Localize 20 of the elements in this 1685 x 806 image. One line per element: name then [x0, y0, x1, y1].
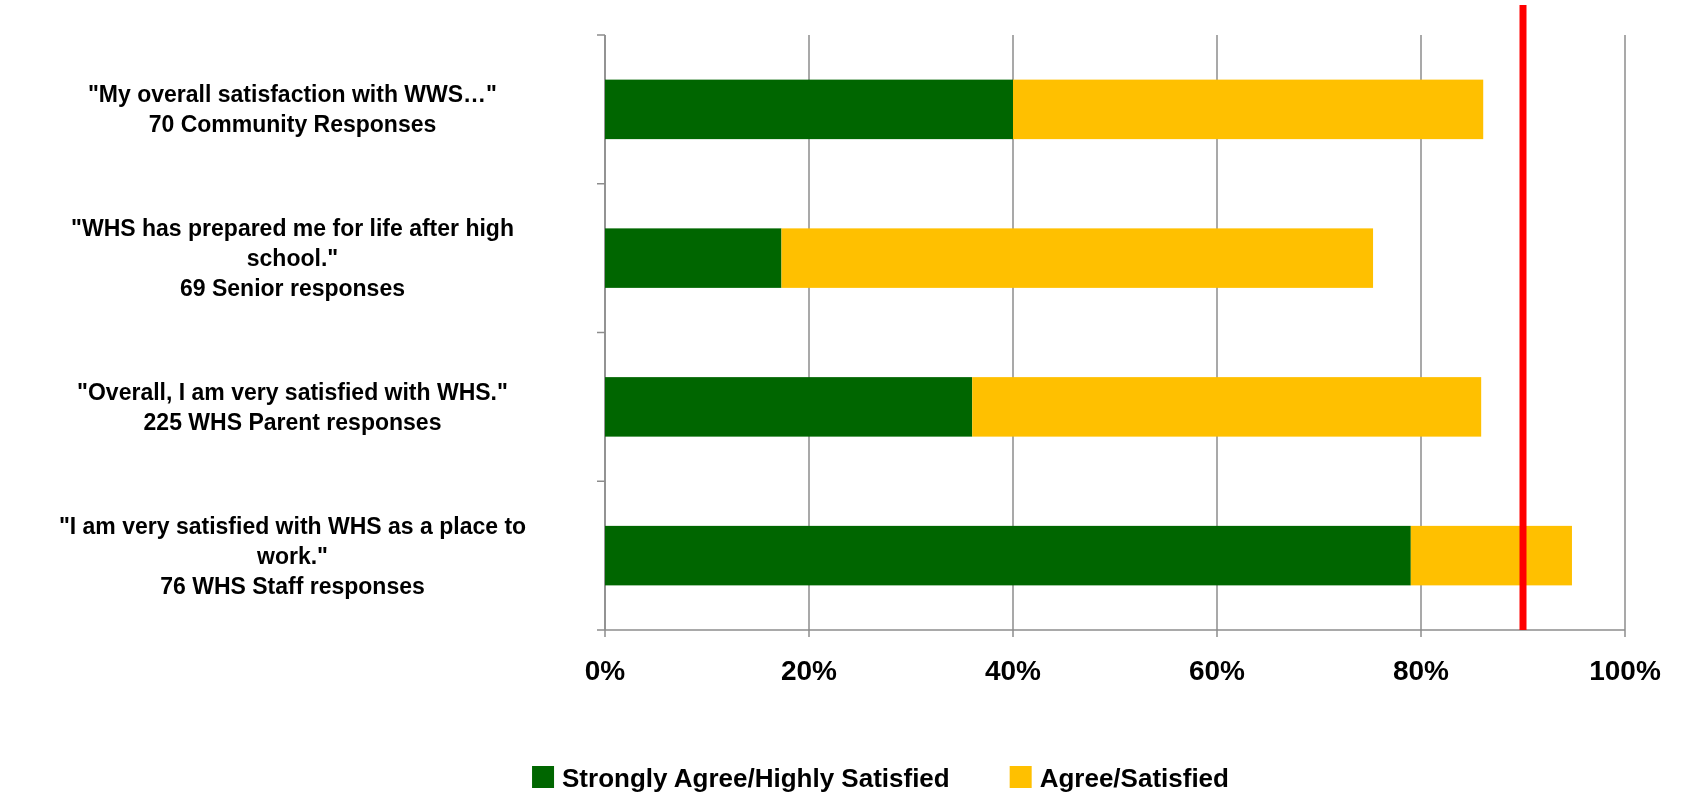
- legend-label: Strongly Agree/Highly Satisfied: [562, 763, 950, 793]
- y-tick-label: "I am very satisfied with WHS as a place to work." 76 WHS Staff responses: [58, 512, 527, 599]
- x-tick-label: 100%: [1589, 655, 1661, 686]
- bar: [605, 228, 782, 288]
- bar: [972, 377, 1482, 437]
- bar: [605, 377, 973, 437]
- bar: [605, 525, 1411, 586]
- y-tick-label: "My overall satisfaction with WWS…" 70 Community Responses: [87, 81, 498, 138]
- bar: [1013, 79, 1484, 140]
- y-tick-label: "WHS has prepared me for life after high school." 69 Senior responses: [71, 215, 514, 302]
- bar: [605, 79, 1013, 140]
- x-tick-label: 80%: [1392, 655, 1450, 686]
- x-tick-label: 0%: [584, 655, 626, 686]
- y-tick-label: "Overall, I am very satisfied with WHS." 225 WHS Parent responses: [77, 378, 508, 435]
- x-tick-label: 60%: [1188, 655, 1246, 686]
- legend-label: Agree/Satisfied: [1039, 763, 1229, 793]
- x-tick-label: 20%: [780, 655, 838, 686]
- bar: [1410, 525, 1572, 586]
- x-tick-label: 40%: [984, 655, 1042, 686]
- bar: [781, 228, 1374, 288]
